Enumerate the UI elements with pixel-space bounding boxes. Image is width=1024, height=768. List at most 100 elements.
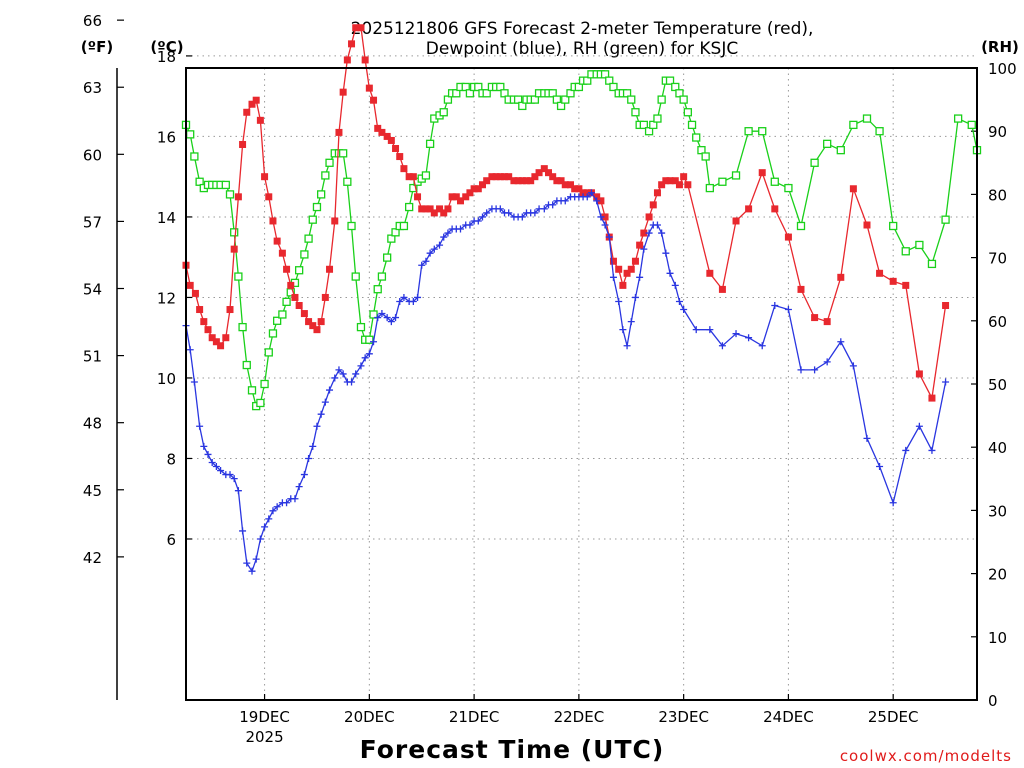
dewpoint-point bbox=[758, 342, 766, 350]
rh-point bbox=[482, 89, 491, 98]
rh-point bbox=[649, 120, 658, 130]
dewpoint-point bbox=[436, 241, 444, 249]
temperature-point bbox=[837, 273, 845, 281]
dewpoint-point bbox=[928, 446, 936, 454]
temperature-point bbox=[553, 177, 561, 185]
rh-point bbox=[679, 95, 688, 104]
rh-point bbox=[443, 95, 453, 104]
dewpoint-point bbox=[339, 370, 347, 378]
temperature-point bbox=[291, 293, 299, 301]
dewpoint-point bbox=[745, 334, 753, 342]
rh-point bbox=[221, 180, 230, 190]
dewpoint-point bbox=[549, 201, 557, 209]
temperature-point bbox=[500, 173, 508, 181]
dewpoint-point bbox=[418, 261, 426, 269]
temperature-point bbox=[478, 181, 486, 189]
dewpoint-point bbox=[640, 245, 648, 253]
rh-point bbox=[731, 171, 741, 180]
rh-series bbox=[181, 70, 982, 411]
rh-point bbox=[671, 82, 680, 92]
rh-point bbox=[294, 266, 304, 275]
temperature-point bbox=[456, 197, 464, 205]
celsius-axis: 6 8 10 12 14 16 18 bbox=[157, 48, 192, 549]
fahrenheit-tick-label: 42 bbox=[83, 549, 102, 567]
dewpoint-point bbox=[680, 306, 688, 314]
rh-point bbox=[862, 114, 872, 123]
x-axis-title: Forecast Time (UTC) bbox=[360, 735, 665, 764]
rh-tick-label: 100 bbox=[988, 60, 1017, 78]
rh-point bbox=[552, 95, 562, 104]
rh-point bbox=[373, 285, 382, 294]
rh-tick-label: 60 bbox=[988, 313, 1007, 331]
temperature-point bbox=[343, 56, 351, 64]
temperature-point bbox=[483, 177, 491, 185]
temperature-point bbox=[392, 145, 400, 153]
temperature-point bbox=[273, 237, 281, 245]
rh-tick-label: 90 bbox=[988, 123, 1007, 141]
credit-link[interactable]: coolwx.com/modelts bbox=[840, 747, 1012, 765]
temperature-point bbox=[265, 193, 273, 201]
rh-point bbox=[622, 89, 632, 98]
dewpoint-point bbox=[234, 487, 242, 495]
dewpoint-point bbox=[283, 499, 291, 507]
temperature-point bbox=[278, 249, 286, 257]
temperature-point bbox=[256, 116, 264, 124]
temperature-point bbox=[239, 140, 247, 148]
dewpoint-point bbox=[335, 366, 343, 374]
rh-point bbox=[849, 120, 858, 130]
time-tick-year-label: 2025 bbox=[245, 728, 283, 746]
dewpoint-point bbox=[295, 483, 303, 491]
fahrenheit-tick-label: 66 bbox=[83, 12, 102, 30]
temperature-point bbox=[186, 281, 194, 289]
rh-point bbox=[391, 228, 400, 237]
rh-point bbox=[268, 329, 278, 338]
temperature-point bbox=[928, 394, 936, 402]
celsius-tick-label: 10 bbox=[157, 370, 176, 388]
temperature-point bbox=[462, 193, 470, 201]
temperature-point bbox=[234, 193, 242, 201]
dewpoint-point bbox=[902, 446, 910, 454]
rh-point bbox=[627, 95, 636, 104]
temperature-point bbox=[619, 281, 627, 289]
temperature-point bbox=[200, 318, 208, 326]
dewpoint-point bbox=[601, 221, 609, 229]
rh-axis: 0 10 20 30 40 50 60 70 80 90 100 bbox=[971, 60, 1017, 710]
temperature-point bbox=[440, 209, 448, 217]
rh-point bbox=[343, 177, 352, 186]
rh-point bbox=[605, 76, 614, 85]
rh-point bbox=[300, 250, 309, 259]
rh-point bbox=[967, 120, 976, 130]
temperature-point bbox=[784, 233, 792, 241]
temperature-point bbox=[505, 173, 513, 181]
rh-point bbox=[665, 76, 675, 85]
dewpoint-point bbox=[605, 233, 613, 241]
rh-point bbox=[500, 89, 509, 98]
dewpoint-point bbox=[675, 297, 683, 305]
rh-point bbox=[304, 234, 313, 243]
dewpoint-point bbox=[252, 555, 260, 563]
dewpoint-point bbox=[658, 229, 666, 237]
dewpoint-point bbox=[200, 442, 208, 450]
temperature-point bbox=[405, 173, 413, 181]
dewpoint-point bbox=[305, 454, 313, 462]
temperature-point bbox=[196, 306, 204, 314]
dewpoint-point bbox=[212, 463, 220, 471]
temperature-point bbox=[609, 257, 617, 265]
rh-point bbox=[796, 221, 806, 231]
dewpoint-point bbox=[623, 342, 631, 350]
dewpoint-point bbox=[692, 326, 700, 334]
temperature-point bbox=[544, 169, 552, 177]
rh-point bbox=[927, 259, 937, 269]
temperature-point bbox=[488, 173, 496, 181]
rh-point bbox=[339, 149, 348, 158]
dewpoint-point bbox=[478, 213, 486, 221]
temperature-point bbox=[549, 173, 557, 181]
rh-point bbox=[230, 228, 239, 237]
dewpoint-point bbox=[370, 338, 378, 346]
rh-point bbox=[561, 95, 570, 104]
dewpoint-point bbox=[597, 213, 605, 221]
temperature-point bbox=[566, 181, 574, 189]
temperature-point bbox=[579, 189, 587, 197]
rh-point bbox=[889, 221, 898, 231]
rh-point bbox=[260, 379, 269, 389]
